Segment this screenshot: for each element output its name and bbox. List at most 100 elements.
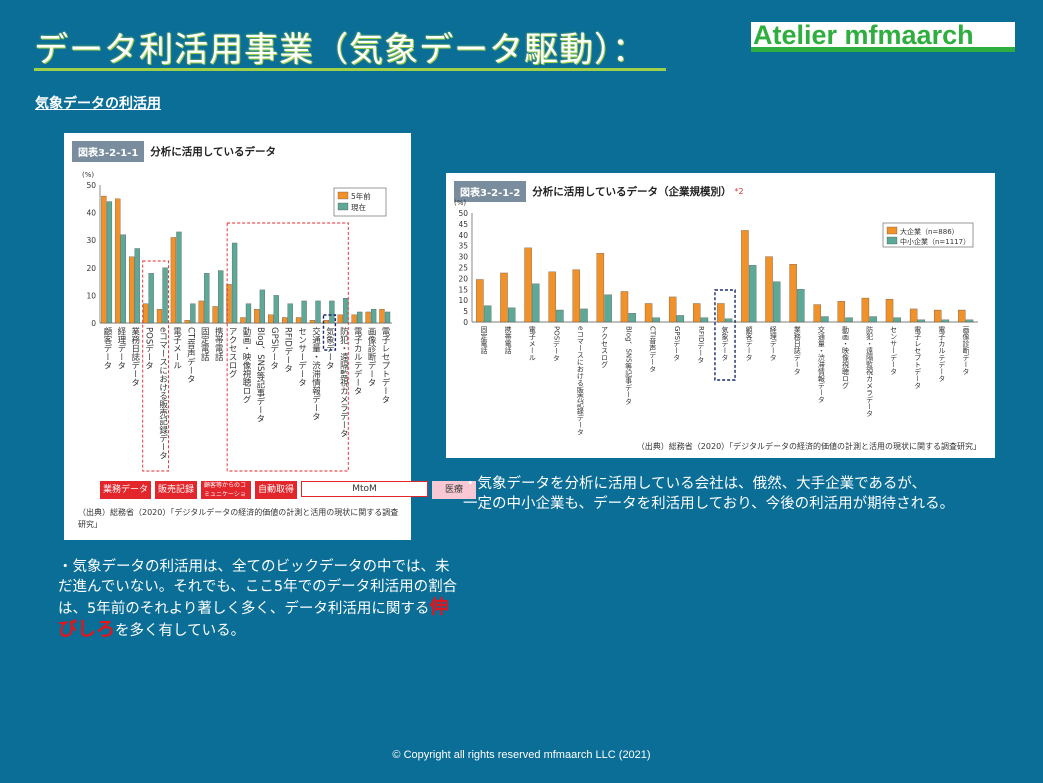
bar [370, 309, 377, 324]
bar [958, 309, 966, 323]
bar [315, 300, 321, 324]
title-underline [34, 68, 666, 71]
y-tick-label: 45 [458, 220, 468, 229]
logo-text: Atelier mfmaarch [753, 20, 974, 50]
bar [198, 300, 204, 324]
bar [148, 273, 154, 324]
x-tick-label: センサーデータ [297, 327, 307, 387]
bar [507, 307, 516, 323]
commentary-line: 一定の中小企業も、データを利活用しており、今後の利活用が期待される。 [463, 496, 955, 512]
bar [357, 311, 363, 324]
legend-label: 大企業（n=886） [900, 227, 959, 236]
brand-logo: Atelier mfmaarch [751, 22, 1015, 52]
commentary-by-size: ・気象データを分析に活用している会社は、俄然、大手企業であるが、 一定の中小企業… [463, 474, 1023, 514]
bar [765, 256, 773, 323]
bar [101, 195, 107, 324]
bar [604, 294, 612, 323]
bar [245, 303, 252, 324]
bar [580, 308, 588, 323]
bar [483, 305, 492, 323]
commentary-text: ・気象データの利活用は、全てのビックデータの中では、未だ進んでいない。それでも、… [58, 559, 458, 617]
bar [596, 253, 605, 323]
bar [789, 264, 797, 323]
y-tick-label: 50 [86, 181, 96, 190]
x-tick-label: 電子レセプトデータ [914, 326, 922, 389]
category-sales: 販売記録 [155, 481, 198, 499]
bar [813, 304, 821, 323]
chart-panel-header: 図表3-2-1-2 分析に活用しているデータ（企業規模別） *2 [454, 180, 744, 202]
x-tick-label: 気象データ [324, 326, 334, 369]
bar [773, 281, 781, 323]
x-tick-label: アクセスログ [227, 327, 237, 378]
bar [500, 272, 508, 323]
x-tick-label: 気象データ [721, 325, 729, 361]
x-tick-label: 交通量・渋滞情報データ [817, 325, 825, 403]
x-tick-label: 電子カルテデータ [938, 326, 946, 382]
category-mtom: MtoM [301, 481, 429, 497]
bar [259, 289, 266, 324]
bar [309, 320, 316, 324]
highlight-box-weather [714, 289, 736, 381]
x-tick-label: POSデータ [144, 327, 154, 370]
highlight-box-sales [142, 260, 169, 472]
x-tick-label: RFIDデータ [697, 326, 705, 364]
source-note: （出典）総務省（2020）「デジタルデータの経済的価値の計測と活用の現状に関する… [78, 508, 399, 529]
bar [343, 298, 349, 324]
x-tick-label: CTI音声データ [185, 327, 195, 383]
x-tick-label: 電子メール [528, 326, 536, 361]
category-medical: 医療 [432, 481, 477, 499]
y-tick-label: 5 [463, 307, 468, 316]
bar [893, 317, 901, 323]
figure-title: 分析に活用しているデータ [150, 145, 276, 158]
bar [190, 303, 196, 324]
category-communication: 顧客等からのコミュニケーション [201, 481, 252, 507]
category-auto: 自動取得 [255, 481, 298, 499]
bar [365, 311, 371, 324]
y-tick-label: 40 [458, 231, 468, 240]
bar [837, 301, 846, 323]
bar [861, 297, 870, 323]
section-subtitle: 気象データの利活用 [35, 96, 161, 112]
bar [204, 273, 210, 324]
bar [524, 247, 532, 323]
bar [797, 289, 805, 323]
bar [162, 267, 168, 324]
bar [572, 269, 580, 323]
bar [476, 279, 484, 323]
copyright: © Copyright all rights reserved mfmaarch… [392, 749, 651, 761]
y-tick-label: 10 [86, 291, 96, 300]
bar [282, 317, 288, 324]
legend-label: 5年前 [351, 191, 371, 201]
bar [628, 313, 636, 323]
highlight-box-weather [322, 314, 337, 351]
y-tick-label: 30 [458, 253, 468, 262]
x-tick-label: 業務日誌データ [793, 325, 801, 375]
source-note: （出典）総務省（2020）「デジタルデータの経済的価値の計測と活用の現状に関する… [636, 442, 981, 451]
x-tick-label: 経理データ [769, 325, 777, 361]
x-tick-label: RFIDデータ [283, 327, 293, 372]
x-tick-label: GPSデータ [673, 326, 681, 361]
bar [548, 271, 556, 323]
y-tick-label: 30 [86, 236, 96, 245]
chart-panel-header: 図表3-2-1-1 分析に活用しているデータ [72, 140, 276, 162]
x-tick-label: Blog、SNS等記事データ [625, 326, 633, 405]
bar [620, 291, 629, 323]
x-tick-label: POSデータ [552, 326, 560, 361]
bar [556, 309, 564, 323]
x-tick-label: 動画・映像視聴ログ [841, 325, 849, 389]
bar [240, 317, 246, 324]
bar [329, 300, 335, 324]
x-tick-label: 電子カルテデータ [352, 327, 362, 395]
bar [724, 318, 733, 323]
bar [965, 319, 974, 323]
bar [652, 317, 660, 323]
bar [379, 309, 385, 324]
bar [226, 284, 232, 324]
y-tick-label: 20 [458, 274, 468, 283]
x-tick-label: 電子メール [171, 327, 181, 370]
bar [869, 316, 877, 323]
legend-swatch [337, 191, 349, 200]
x-tick-label: 業務日誌データ [130, 326, 140, 386]
y-axis-unit: (%) [82, 171, 94, 179]
x-tick-label: Blog、SNS等記事データ [255, 327, 265, 422]
